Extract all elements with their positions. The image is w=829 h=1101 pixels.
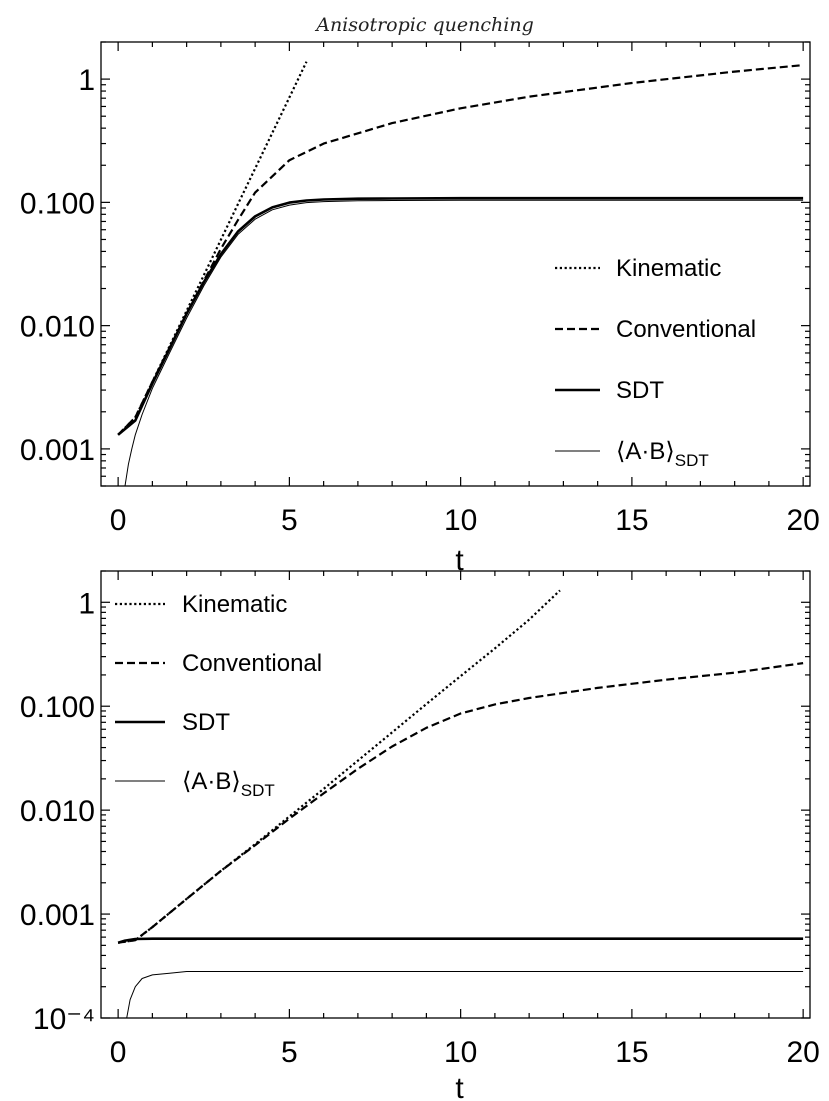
x-tick-label: 20 (786, 504, 819, 537)
series-line-kinematic (117, 61, 308, 436)
y-tick-label: 0.100 (20, 187, 95, 220)
x-tick-label: 20 (786, 1036, 819, 1069)
series-line-conventional (117, 662, 804, 944)
y-tick-label: 0.010 (20, 795, 95, 828)
x-tick-label: 5 (281, 1036, 298, 1069)
x-tick-label: 0 (110, 1036, 127, 1069)
legend-label: Conventional (616, 316, 756, 343)
top-chart-panel: 0 5 10 15 20 0.001 0.010 0.100 1 t Kinematic Conven… (20, 41, 820, 577)
legend-label: Kinematic (182, 591, 287, 618)
x-tick-label: 15 (615, 1036, 648, 1069)
chart-title: Anisotropic quenching (314, 14, 534, 36)
x-tick-label: 5 (281, 504, 298, 537)
plot-frame (100, 570, 811, 1019)
legend-label: ⟨A·B⟩SDT (182, 768, 275, 800)
y-tick-label: 0.001 (20, 899, 95, 932)
x-tick-label: 0 (110, 504, 127, 537)
series-line-absdt (126, 971, 804, 1018)
legend-label: SDT (616, 377, 664, 404)
y-tick-label: 0.010 (20, 311, 95, 344)
series-line-kinematic (117, 589, 561, 944)
series-line-sdt (117, 937, 804, 944)
x-axis-label: t (455, 1072, 464, 1101)
series-line-sdt (117, 196, 804, 436)
bottom-chart-panel: 0 5 10 15 20 10⁻⁴ 0.001 0.010 0.100 1 t Kinematic Co… (20, 570, 820, 1101)
legend-label: Conventional (182, 650, 322, 677)
x-tick-label: 15 (615, 504, 648, 537)
legend-label: SDT (182, 709, 230, 736)
y-tick-label: 0.001 (20, 434, 95, 467)
y-tick-label: 10⁻⁴ (33, 1003, 95, 1036)
legend: Kinematic Conventional SDT ⟨A·B⟩SDT (555, 255, 756, 470)
legend: Kinematic Conventional SDT ⟨A·B⟩SDT (115, 591, 322, 800)
x-tick-label: 10 (444, 1036, 477, 1069)
series-line-conventional (117, 64, 804, 436)
plot-frame (100, 41, 811, 487)
x-tick-label: 10 (444, 504, 477, 537)
y-tick-label: 1 (78, 587, 95, 620)
y-tick-label: 1 (78, 64, 95, 97)
legend-label: ⟨A·B⟩SDT (616, 438, 709, 470)
series-line-absdt (124, 199, 804, 486)
legend-label: Kinematic (616, 255, 721, 282)
x-axis-label: t (455, 544, 464, 577)
y-tick-label: 0.100 (20, 691, 95, 724)
